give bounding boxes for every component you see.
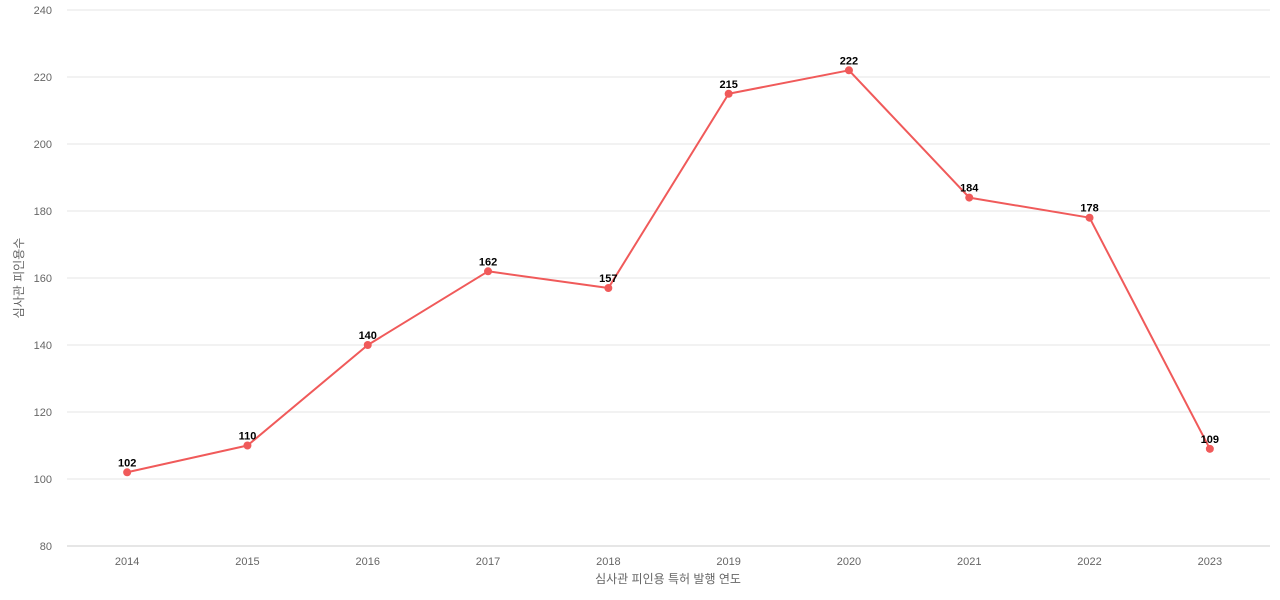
x-tick-label: 2023	[1198, 556, 1222, 568]
grid-lines	[67, 9, 1270, 480]
data-label: 222	[840, 55, 858, 67]
x-tick-label: 2014	[115, 556, 139, 568]
x-tick-label: 2022	[1077, 556, 1101, 568]
x-tick-label: 2018	[596, 556, 620, 568]
x-tick-label: 2021	[957, 556, 981, 568]
y-tick-label: 240	[34, 5, 52, 17]
data-label: 178	[1080, 203, 1098, 215]
data-label: 162	[479, 256, 497, 268]
x-tick-label: 2020	[837, 556, 861, 568]
data-point[interactable]	[123, 468, 132, 477]
data-label: 102	[118, 457, 136, 469]
data-point[interactable]	[724, 89, 733, 98]
data-point[interactable]	[844, 66, 853, 75]
data-point[interactable]	[484, 267, 493, 276]
data-label: 157	[599, 273, 617, 285]
data-point[interactable]	[243, 441, 252, 450]
data-label: 110	[239, 431, 257, 443]
y-tick-label: 140	[34, 340, 52, 352]
y-tick-label: 120	[34, 407, 52, 419]
data-label: 140	[359, 330, 377, 342]
data-point[interactable]	[1085, 213, 1094, 222]
data-label: 215	[719, 79, 737, 91]
x-tick-label: 2017	[476, 556, 500, 568]
data-label: 109	[1201, 434, 1219, 446]
x-tick-label: 2019	[716, 556, 740, 568]
x-axis: 2014 2015 2016 2017 2018 2019 2020 2021 2022 2023	[67, 545, 1270, 568]
data-label: 184	[960, 183, 979, 195]
data-labels: 102 110 140 162 157 215 222 184 178 109	[118, 55, 1219, 469]
data-point[interactable]	[363, 341, 372, 349]
y-tick-label: 200	[34, 139, 52, 151]
data-point[interactable]	[1205, 444, 1214, 453]
x-tick-label: 2015	[235, 556, 259, 568]
series-layer	[123, 66, 1214, 477]
y-tick-label: 180	[34, 206, 52, 218]
data-point[interactable]	[965, 193, 974, 202]
y-tick-label: 160	[34, 273, 52, 285]
data-point[interactable]	[604, 284, 613, 293]
y-tick-label: 220	[34, 72, 52, 84]
series-line	[126, 69, 1211, 474]
x-tick-label: 2016	[356, 556, 380, 568]
y-axis-title: 심사관 피인용수	[12, 238, 26, 319]
x-axis-title: 심사관 피인용 특허 발행 연도	[595, 571, 741, 586]
y-axis: 80 100 120 140 160 180 200 220 240	[34, 5, 52, 553]
y-tick-label: 100	[34, 474, 52, 486]
y-tick-label: 80	[40, 541, 52, 553]
